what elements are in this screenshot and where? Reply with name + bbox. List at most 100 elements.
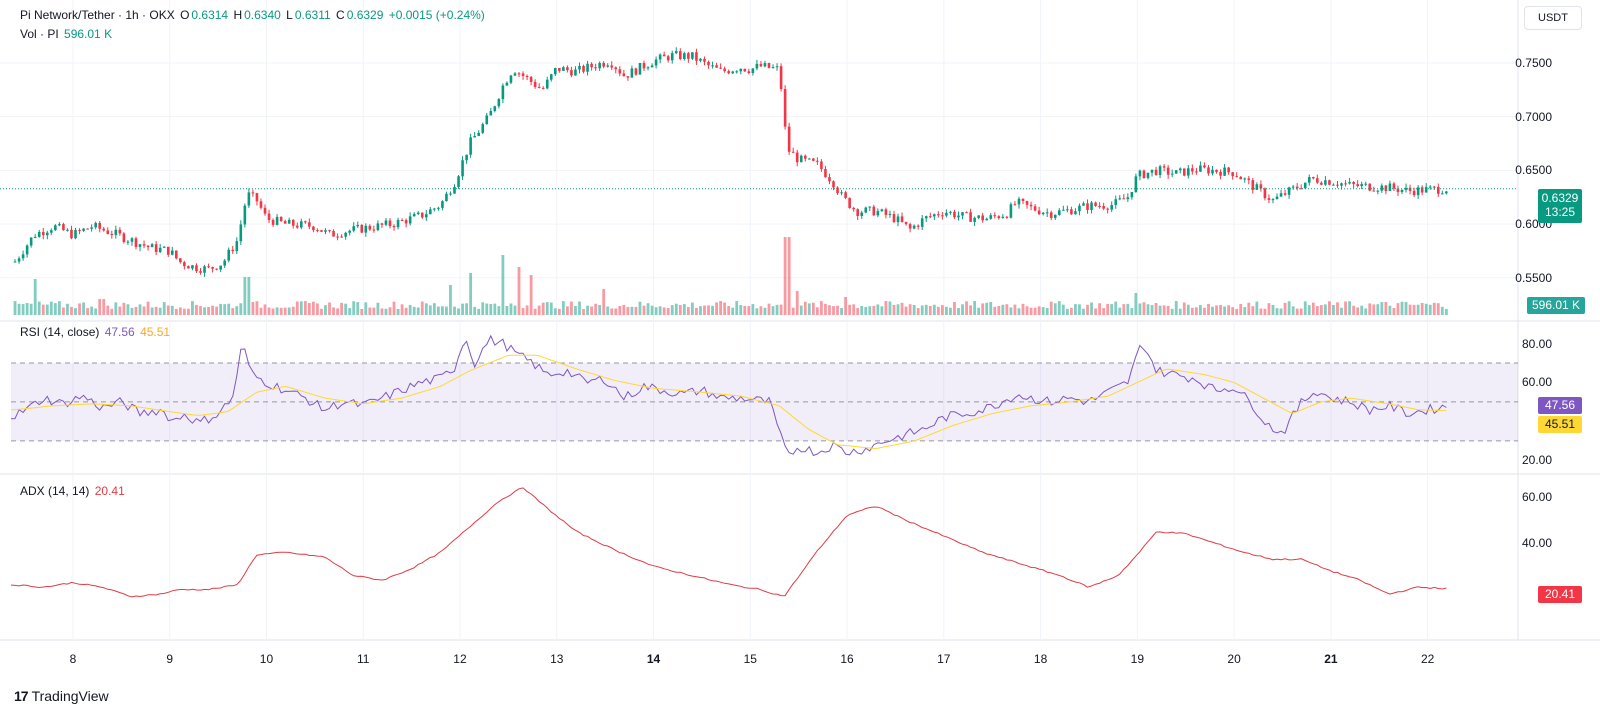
tradingview-logo[interactable]: 17 TradingView <box>14 688 109 704</box>
volume-bar <box>1094 308 1097 315</box>
volume-bar <box>779 304 783 315</box>
volume-bar <box>368 307 372 315</box>
candle-body <box>21 254 25 259</box>
volume-bar <box>1199 305 1202 315</box>
candle-body <box>420 212 424 218</box>
volume-bar <box>824 303 827 315</box>
currency-button[interactable]: USDT <box>1524 6 1582 30</box>
volume-bar <box>513 305 517 315</box>
volume-bar <box>1396 303 1400 315</box>
volume-bar <box>1122 304 1126 315</box>
volume-bar <box>404 307 408 315</box>
candle-body <box>1384 185 1388 191</box>
volume-bar <box>561 301 565 315</box>
candle-body <box>711 65 714 67</box>
candle-body <box>1416 187 1420 196</box>
adx-label[interactable]: ADX (14, 14) <box>20 484 90 498</box>
candle-body <box>912 225 916 229</box>
date-tick-label: 17 <box>937 652 951 666</box>
candle-body <box>1138 170 1142 177</box>
volume-bar <box>1219 304 1222 315</box>
candle-body <box>1199 165 1202 172</box>
volume-bar <box>1392 308 1396 315</box>
volume-bar <box>283 307 287 315</box>
volume-bar <box>336 308 339 315</box>
candle-body <box>1316 178 1319 183</box>
volume-bar <box>537 305 541 315</box>
candle-body <box>1368 183 1372 191</box>
candle-body <box>1239 176 1243 180</box>
volume-bar <box>1323 304 1327 315</box>
volume-bar <box>376 302 380 315</box>
volume-bar <box>763 307 767 315</box>
volume-bar <box>324 305 327 315</box>
candle-body <box>751 68 755 74</box>
candle-body <box>82 228 85 231</box>
volume-bar <box>295 301 299 315</box>
candle-body <box>888 214 892 216</box>
volume-bar <box>1368 303 1372 315</box>
price-candles <box>0 47 1518 277</box>
candle-body <box>735 71 739 73</box>
volume-bar <box>1146 304 1150 315</box>
candle-body <box>1287 187 1291 195</box>
volume-bar <box>815 307 819 315</box>
candle-body <box>654 59 658 66</box>
symbol-title[interactable]: Pi Network/Tether · 1h · OKX <box>20 8 175 22</box>
candle-body <box>473 135 476 138</box>
volume-bar <box>566 306 569 315</box>
candle-body <box>787 126 791 152</box>
volume-bar <box>953 301 956 315</box>
candle-body <box>626 76 630 78</box>
rsi-label[interactable]: RSI (14, close) <box>20 325 100 339</box>
volume-bar <box>876 304 880 315</box>
volume-bar <box>231 308 235 315</box>
volume-bar <box>719 301 723 315</box>
candle-body <box>412 214 416 217</box>
volume-bar <box>574 305 577 315</box>
volume-bar <box>1231 307 1235 315</box>
candle-body <box>336 236 339 238</box>
candle-body <box>674 51 678 54</box>
volume-bar <box>1053 303 1057 315</box>
date-tick-label: 20 <box>1227 652 1241 666</box>
candle-body <box>1291 186 1295 188</box>
candle-body <box>175 250 178 259</box>
candle-body <box>1070 209 1073 215</box>
candle-body <box>70 229 73 239</box>
volume-bar <box>106 305 110 315</box>
volume-bar <box>1098 303 1102 315</box>
candle-body <box>594 67 597 69</box>
volume-bar <box>928 306 932 315</box>
candle-body <box>566 67 569 71</box>
volume-bar <box>352 301 356 315</box>
candle-body <box>618 69 622 74</box>
grid-lines <box>0 0 1518 640</box>
candle-body <box>110 233 114 235</box>
volume-bar <box>944 306 948 315</box>
candle-body <box>179 258 182 263</box>
volume-bar <box>424 303 428 315</box>
volume-bar <box>739 305 743 315</box>
candle-body <box>775 66 779 68</box>
volume-bar <box>445 306 448 315</box>
candle-body <box>356 224 360 227</box>
volume-bar <box>1275 308 1279 315</box>
volume-bar <box>215 306 219 315</box>
candle-body <box>937 214 940 216</box>
volume-bar <box>1307 305 1311 315</box>
volume-bar <box>1138 303 1142 315</box>
volume-value: 596.01 K <box>64 27 113 41</box>
volume-bar <box>1211 306 1214 315</box>
volume-bar <box>1319 305 1323 315</box>
candle-body <box>961 212 964 216</box>
candle-body <box>1283 193 1287 195</box>
volume-bar <box>699 306 702 315</box>
candle-body <box>791 151 795 153</box>
volume-label[interactable]: Vol · PI <box>20 27 59 41</box>
candle-body <box>1005 216 1009 218</box>
volume-bar <box>888 301 892 315</box>
volume-bar <box>940 305 944 315</box>
high-label: H <box>233 8 243 22</box>
